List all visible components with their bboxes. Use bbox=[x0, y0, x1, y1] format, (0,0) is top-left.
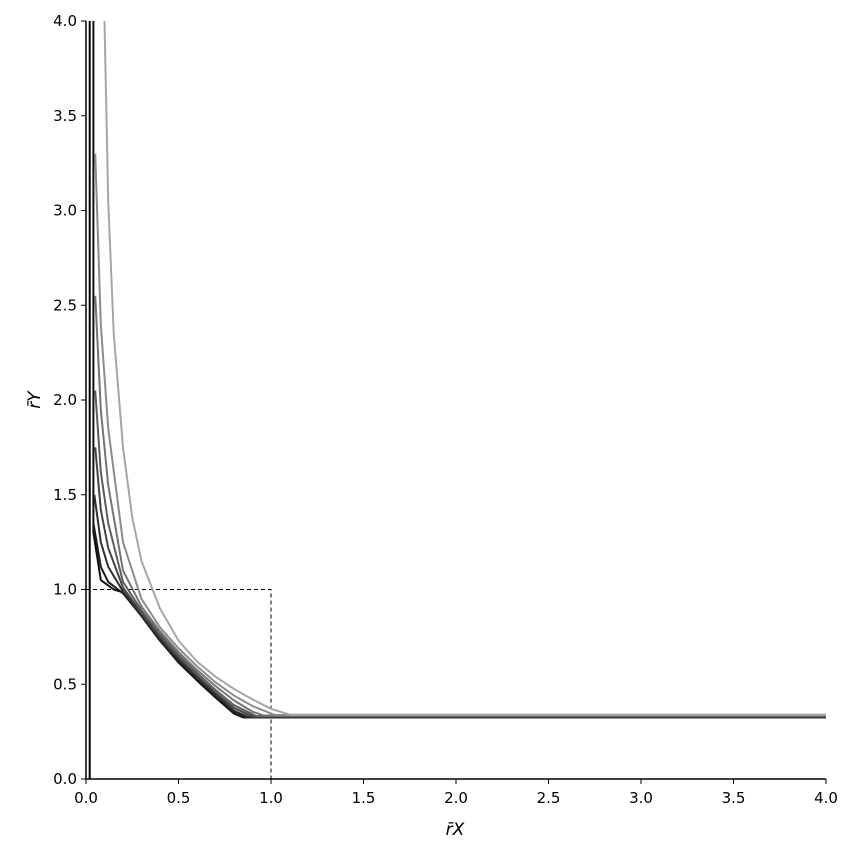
y-tick-label: 4.0 bbox=[53, 12, 77, 30]
x-tick-label: 3.0 bbox=[629, 789, 653, 807]
x-axis-label: r̄X bbox=[446, 820, 465, 840]
y-tick-label: 3.0 bbox=[53, 202, 77, 220]
reference-box-layer bbox=[86, 589, 272, 779]
series-line-8 bbox=[94, 153, 826, 716]
x-tick-label: 0.0 bbox=[74, 789, 98, 807]
y-axis-label: r̄Y bbox=[25, 390, 45, 409]
x-tick-label: 2.5 bbox=[537, 789, 561, 807]
y-tick-label: 0.0 bbox=[53, 770, 77, 788]
series-line-3 bbox=[92, 523, 826, 719]
y-tick-label: 1.5 bbox=[53, 486, 77, 504]
series-line-2 bbox=[92, 21, 826, 719]
x-tick-label: 1.0 bbox=[259, 789, 283, 807]
x-tick-label: 2.0 bbox=[444, 789, 468, 807]
y-tick-label: 0.5 bbox=[53, 675, 77, 693]
y-tick-label: 2.0 bbox=[53, 391, 77, 409]
y-tick-label: 1.0 bbox=[53, 581, 77, 599]
x-tick-label: 0.5 bbox=[167, 789, 191, 807]
ticks-layer: 0.0 0.5 1.0 1.5 2.0 2.5 3.0 3.5 4.0 0.0 0.5 1.0 1.5 2… bbox=[53, 12, 838, 807]
x-tick-label: 4.0 bbox=[814, 789, 838, 807]
series-line-9 bbox=[103, 20, 826, 716]
x-tick-label: 3.5 bbox=[722, 789, 746, 807]
y-tick-label: 2.5 bbox=[53, 296, 77, 314]
reference-box-line bbox=[86, 589, 272, 779]
y-tick-label: 3.5 bbox=[53, 107, 77, 125]
series-line-4 bbox=[93, 494, 826, 719]
series-layer bbox=[88, 20, 826, 779]
x-tick-label: 1.5 bbox=[352, 789, 376, 807]
series-line-7 bbox=[94, 295, 826, 717]
